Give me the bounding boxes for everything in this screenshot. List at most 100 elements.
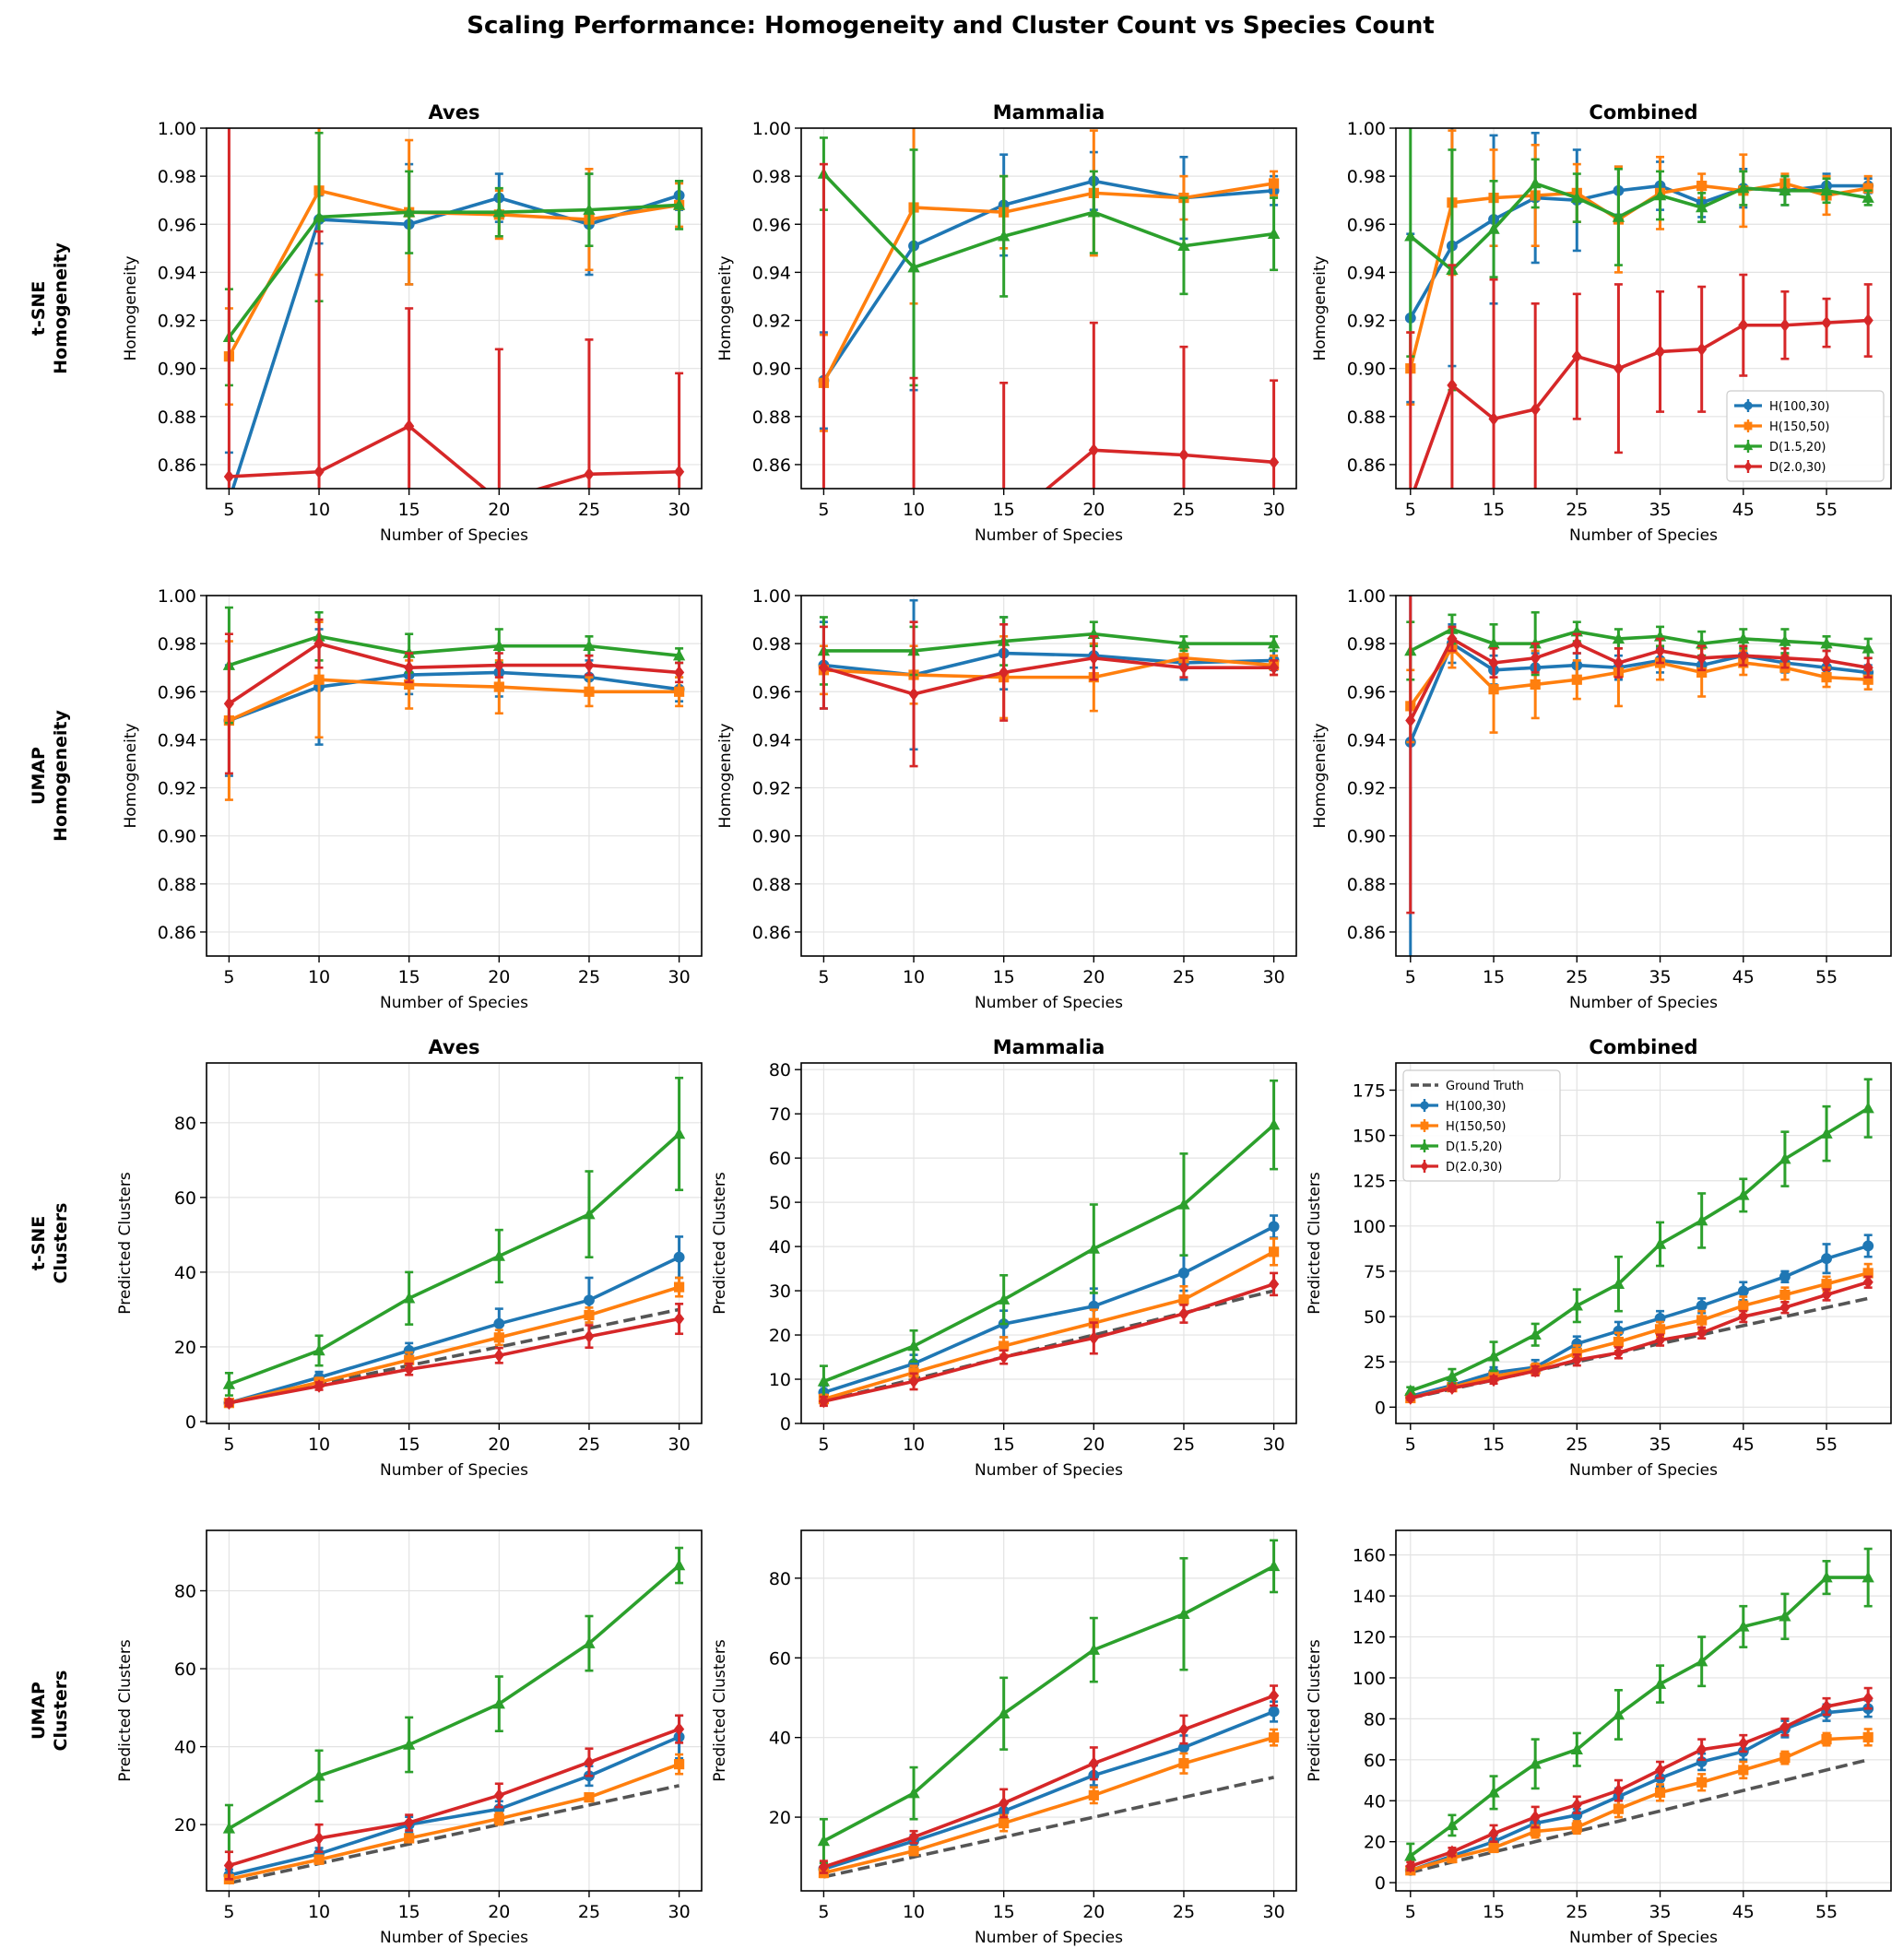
series-line <box>1409 182 1869 370</box>
data-point <box>673 1722 685 1736</box>
data-point <box>1696 1315 1708 1326</box>
plot-area <box>817 1539 1281 1879</box>
data-point <box>1696 1300 1708 1312</box>
data-point <box>1779 183 1791 196</box>
y-tick-label: 25 <box>1364 1352 1386 1373</box>
y-tick-label: 80 <box>1364 1709 1386 1730</box>
data-point <box>1821 1279 1832 1290</box>
x-tick-label: 25 <box>1173 500 1195 520</box>
gridlines <box>207 127 702 489</box>
data-point <box>1268 660 1280 675</box>
data-point <box>1696 180 1708 192</box>
y-tick-label: 0.88 <box>1347 407 1386 428</box>
series-d-2-0-30 <box>818 1271 1280 1409</box>
y-tick-label: 0.90 <box>158 360 196 380</box>
data-point <box>817 1375 831 1387</box>
legend-entry-h-150-50: H(150,50) <box>1734 419 1829 434</box>
x-axis-label: Number of Species <box>380 1461 528 1480</box>
legend-entry-h-100-30: H(100,30) <box>1411 1099 1506 1114</box>
series-h-100-30 <box>818 1700 1280 1877</box>
data-point <box>908 1830 919 1845</box>
plot-area <box>817 128 1281 489</box>
x-tick-label: 20 <box>1082 500 1105 520</box>
x-tick-label: 10 <box>903 967 925 987</box>
data-point <box>1862 313 1873 327</box>
ticks: 5 10 15 20 25 30 20 40 60 80 <box>174 1582 691 1922</box>
data-point <box>1571 1347 1582 1358</box>
data-point <box>584 1309 595 1321</box>
row-label-line: Clusters <box>51 1671 71 1752</box>
series-line <box>1409 646 1869 707</box>
data-point <box>403 206 416 218</box>
data-point <box>1267 637 1281 649</box>
data-point <box>1862 1275 1873 1290</box>
data-point <box>1268 178 1280 189</box>
y-axis-label: Homogeneity <box>716 723 735 828</box>
data-point <box>1613 655 1625 670</box>
y-tick-label: 0.88 <box>752 407 791 428</box>
data-point <box>222 1822 236 1834</box>
data-point <box>1779 651 1791 666</box>
row-label-line: t-SNE <box>29 281 49 337</box>
series-line <box>1410 1735 1869 1872</box>
data-point <box>493 1348 504 1363</box>
row-label-4: UMAP Clusters <box>29 1671 71 1752</box>
data-point <box>584 467 595 481</box>
x-tick-label: 25 <box>1173 1902 1195 1922</box>
series-d-2-0-30 <box>223 1714 685 1881</box>
data-point <box>1737 1188 1750 1200</box>
x-tick-label: 25 <box>1566 1902 1588 1922</box>
series-line <box>1412 318 1869 489</box>
legend-marker <box>1743 401 1753 410</box>
y-tick-label: 20 <box>174 1815 196 1836</box>
y-axis-label: Predicted Clusters <box>711 1639 729 1782</box>
series-line <box>1409 1576 1869 1858</box>
series-h-150-50 <box>223 1276 685 1409</box>
y-tick-label: 40 <box>769 1237 791 1257</box>
data-point <box>493 658 504 672</box>
y-tick-label: 0 <box>1375 1398 1386 1418</box>
series-d-2-0-30 <box>1405 1686 1873 1873</box>
data-point <box>998 1293 1011 1305</box>
data-point <box>1487 1786 1500 1798</box>
data-point <box>1613 361 1625 376</box>
data-point <box>1088 1789 1099 1801</box>
data-point <box>583 1636 596 1648</box>
legend-label: D(1.5,20) <box>1769 441 1826 455</box>
y-tick-label: 60 <box>174 1659 196 1680</box>
series-d-2-0-30 <box>1405 596 1873 915</box>
data-point <box>1737 1285 1749 1297</box>
x-tick-label: 15 <box>993 500 1015 520</box>
data-point <box>1779 1610 1791 1622</box>
data-point <box>404 1362 415 1376</box>
series-d-2-0-30 <box>223 618 685 775</box>
data-point <box>673 1281 685 1293</box>
series-line <box>229 1317 680 1405</box>
data-point <box>1488 412 1499 426</box>
series-line <box>822 655 1274 696</box>
y-tick-label: 0.92 <box>1347 779 1386 799</box>
data-point <box>1088 1756 1099 1771</box>
x-tick-label: 20 <box>1082 1902 1105 1922</box>
x-tick-label: 25 <box>578 1435 600 1455</box>
y-tick-label: 0.92 <box>158 779 196 799</box>
data-point <box>1178 1758 1189 1769</box>
y-tick-label: 60 <box>769 1149 791 1169</box>
x-tick-label: 45 <box>1732 500 1755 520</box>
x-tick-label: 35 <box>1649 1435 1671 1455</box>
data-point <box>493 1789 504 1802</box>
x-tick-label: 10 <box>308 500 330 520</box>
y-tick-label: 0.96 <box>1347 682 1386 703</box>
data-point <box>1779 1300 1791 1315</box>
data-point <box>1571 674 1582 685</box>
x-tick-label: 30 <box>1262 1902 1284 1922</box>
data-point <box>583 1208 596 1220</box>
series-h-150-50 <box>1405 129 1873 407</box>
panel-tsne-homog-aves: 5 10 15 20 25 30 0.86 0.88 0.90 0.92 0.94 0.96 0.98 1… <box>122 101 703 545</box>
ticks: 5 10 15 20 25 30 20 40 60 80 <box>769 1569 1285 1922</box>
x-tick-label: 10 <box>308 1902 330 1922</box>
legend-entry-h-100-30: H(100,30) <box>1734 399 1829 414</box>
axes-frame <box>1395 1062 1892 1424</box>
y-tick-label: 1.00 <box>158 119 196 139</box>
data-point <box>1779 1752 1791 1764</box>
